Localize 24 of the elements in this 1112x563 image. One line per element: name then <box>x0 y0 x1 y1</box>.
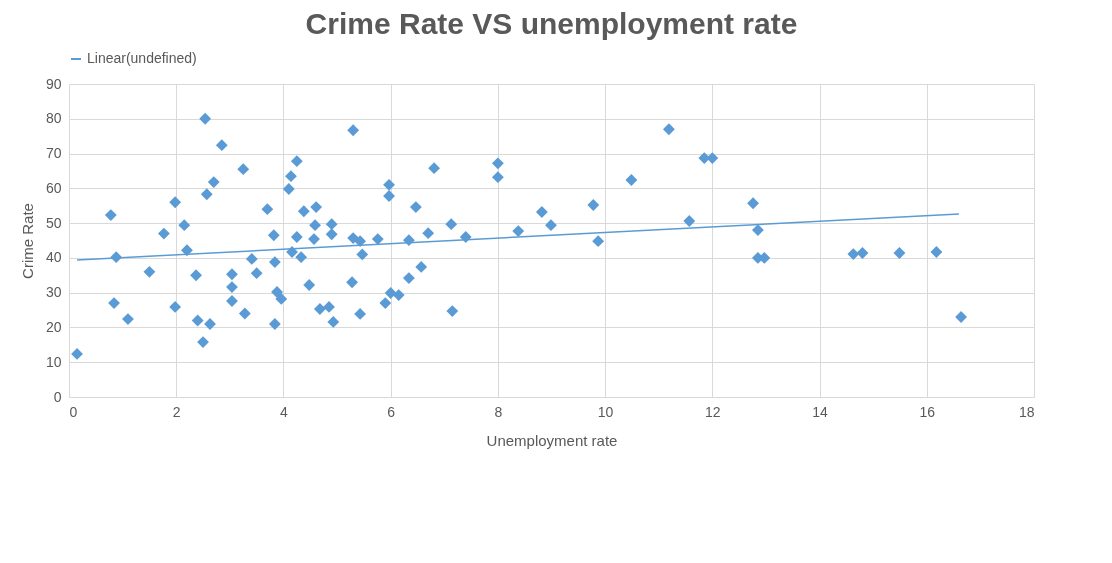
y-tick-label: 10 <box>45 353 62 370</box>
y-tick-label: 60 <box>45 179 62 196</box>
y-tick-label: 40 <box>45 249 62 266</box>
y-tick-label: 70 <box>45 145 62 162</box>
y-tick-label: 0 <box>53 388 62 405</box>
y-tick-label: 20 <box>45 318 62 335</box>
y-tick-label: 80 <box>45 110 62 127</box>
x-tick-label: 6 <box>387 403 396 420</box>
y-tick-label: 30 <box>45 284 62 301</box>
y-tick-label: 50 <box>45 214 62 231</box>
x-tick-label: 16 <box>919 403 936 420</box>
x-tick-label: 4 <box>280 403 289 420</box>
y-axis-title: Crime Rate <box>18 203 36 279</box>
x-tick-label: 18 <box>1018 403 1035 420</box>
y-tick-label: 90 <box>45 75 62 92</box>
x-tick-label: 10 <box>597 403 614 420</box>
x-tick-label: 12 <box>705 403 721 420</box>
x-tick-label: 0 <box>69 403 78 420</box>
x-tick-label: 8 <box>494 403 503 420</box>
legend-label: Linear(undefined) <box>87 50 197 66</box>
x-tick-label: 14 <box>812 403 829 420</box>
x-axis-title: Unemployment rate <box>486 431 618 449</box>
chart-title: Crime Rate VS unemployment rate <box>305 7 798 40</box>
x-tick-label: 2 <box>172 403 181 420</box>
